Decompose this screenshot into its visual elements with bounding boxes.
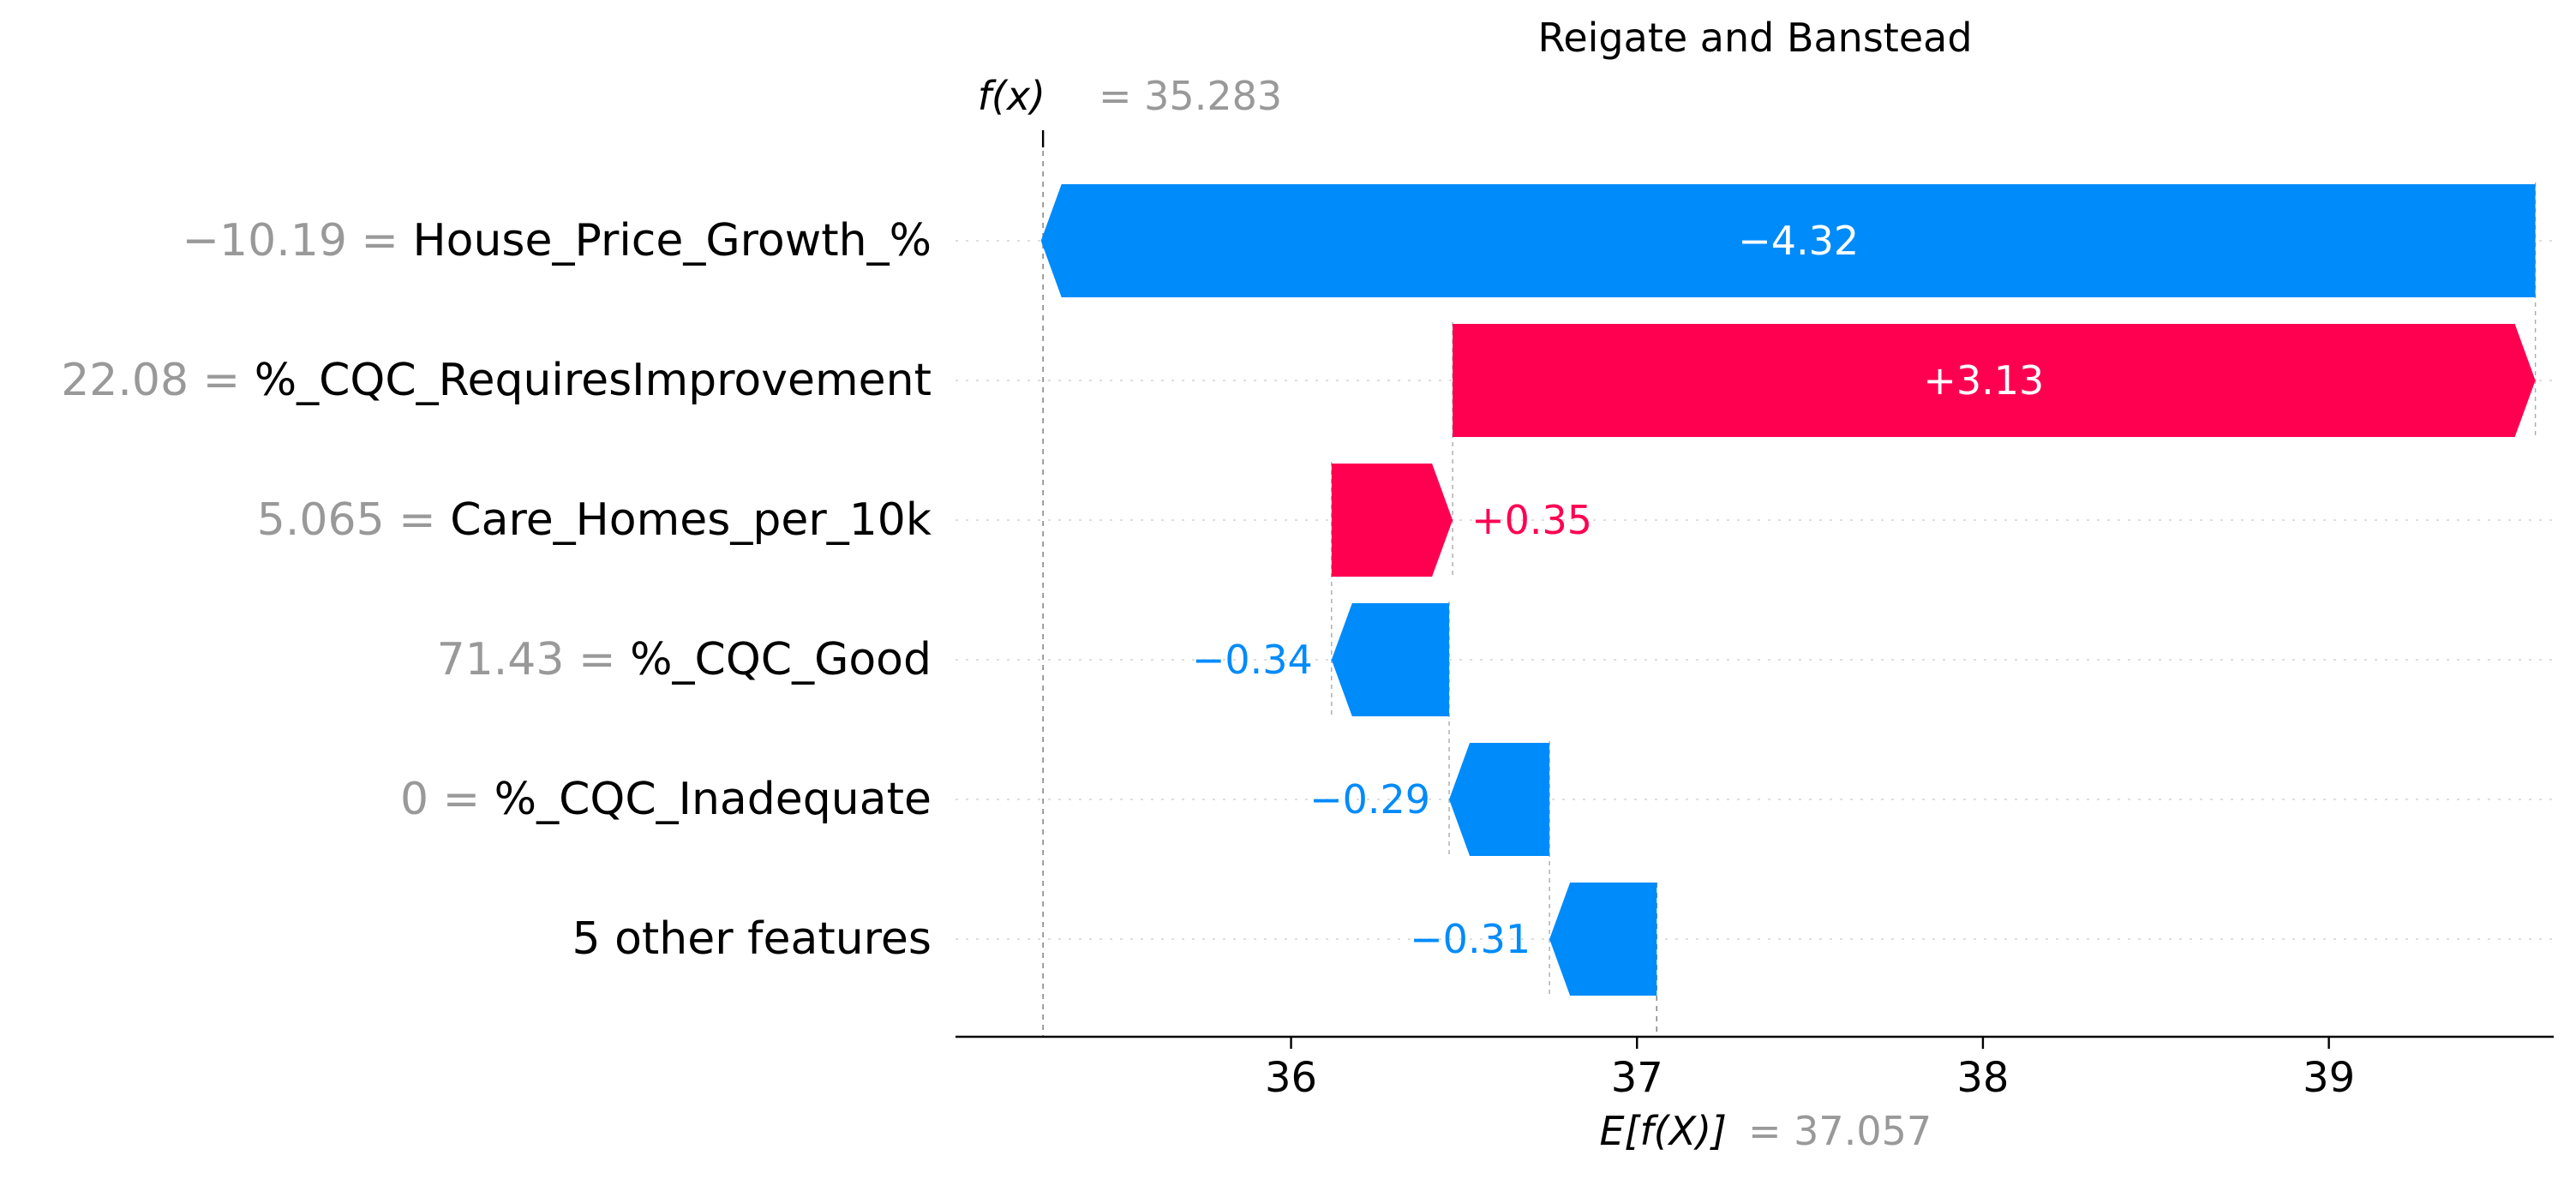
bar-value-label: −0.31 xyxy=(1410,916,1531,962)
feature-name: House_Price_Growth_% xyxy=(413,215,932,266)
x-axis: 36 37 38 39 xyxy=(956,1035,2554,1102)
bar-value-label: +0.35 xyxy=(1471,497,1592,543)
fx-prefix: f(x) xyxy=(978,73,1045,119)
feature-label: 5 other features xyxy=(572,913,932,965)
x-tick-label: 38 xyxy=(1956,1054,2009,1102)
feature-label: 5.065 = Care_Homes_per_10k xyxy=(257,494,932,546)
bar-value-label: +3.13 xyxy=(1923,357,2044,404)
bar-negative xyxy=(1449,743,1550,856)
feature-label: 0 = %_CQC_Inadequate xyxy=(400,774,932,825)
feature-labels: −10.19 = House_Price_Growth_% 22.08 = %_C… xyxy=(61,215,932,965)
bars xyxy=(1040,184,2536,996)
feature-value: 71.43 = xyxy=(437,634,631,685)
ex-prefix: E[f(X)] xyxy=(1599,1108,1727,1154)
fx-annotation: f(x) = 35.283 xyxy=(978,73,1282,119)
chart-title: Reigate and Banstead xyxy=(1537,15,1972,61)
bar-positive xyxy=(1331,464,1453,577)
bar-negative xyxy=(1040,184,2536,297)
bar-value-label: −0.29 xyxy=(1309,776,1430,823)
ex-value: = 37.057 xyxy=(1748,1108,1932,1154)
x-tick-label: 37 xyxy=(1611,1054,1663,1102)
feature-value: 5.065 = xyxy=(257,494,451,546)
bar-positive xyxy=(1453,324,2536,437)
feature-name: %_CQC_Good xyxy=(630,634,932,685)
feature-name: %_CQC_RequiresImprovement xyxy=(255,355,932,406)
feature-name: %_CQC_Inadequate xyxy=(494,774,932,825)
feature-value: −10.19 = xyxy=(182,215,412,266)
feature-label: −10.19 = House_Price_Growth_% xyxy=(182,215,932,266)
fx-value: = 35.283 xyxy=(1099,73,1282,119)
feature-value: 0 = xyxy=(400,774,494,825)
bar-negative xyxy=(1549,883,1657,996)
ex-annotation: E[f(X)] = 37.057 xyxy=(1599,1108,1932,1154)
feature-label: 71.43 = %_CQC_Good xyxy=(437,634,932,685)
bar-value-label: −4.32 xyxy=(1738,218,1859,264)
feature-label: 22.08 = %_CQC_RequiresImprovement xyxy=(61,355,932,406)
x-tick-label: 39 xyxy=(2303,1054,2355,1102)
bar-negative xyxy=(1331,603,1450,716)
bar-value-labels: −4.32 +3.13 +0.35 −0.34 −0.29 −0.31 xyxy=(1192,218,2044,962)
feature-name: 5 other features xyxy=(572,913,932,965)
feature-value: 22.08 = xyxy=(61,355,255,406)
feature-name: Care_Homes_per_10k xyxy=(450,494,932,546)
x-tick-label: 36 xyxy=(1265,1054,1317,1102)
bar-value-label: −0.34 xyxy=(1192,637,1313,683)
